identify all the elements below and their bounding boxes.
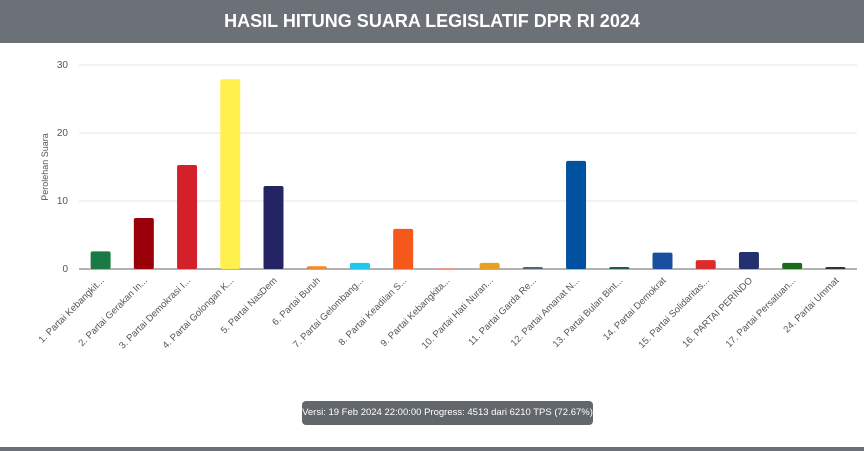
header-title: HASIL HITUNG SUARA LEGISLATIF DPR RI 202… xyxy=(0,0,864,43)
bar xyxy=(349,262,370,269)
y-tick-label: 30 xyxy=(57,60,69,71)
bar xyxy=(436,268,457,269)
x-tick-label: 15. Partai Solidaritas... xyxy=(636,275,711,350)
y-axis-label: Perolehan Suara xyxy=(40,133,50,201)
bottom-bar xyxy=(0,447,864,451)
bar xyxy=(263,186,284,269)
bar xyxy=(133,218,154,269)
bar xyxy=(738,252,759,269)
y-tick-label: 0 xyxy=(62,264,68,275)
bar xyxy=(522,266,543,269)
x-tick-label: 7. Partai Gelombang... xyxy=(291,275,366,350)
x-tick-label: 3. Partai Demokrasi I... xyxy=(117,275,193,351)
bar xyxy=(479,262,500,269)
x-tick-label: 10. Partai Hati Nuran... xyxy=(420,275,496,351)
y-tick-label: 10 xyxy=(57,196,69,207)
y-tick-label: 20 xyxy=(57,128,69,139)
x-tick-label: 4. Partai Golongan K... xyxy=(161,275,237,351)
bar xyxy=(782,262,803,269)
bar xyxy=(825,266,846,269)
bar xyxy=(609,266,630,269)
bar xyxy=(695,260,716,269)
bar xyxy=(652,252,673,269)
bar xyxy=(393,228,414,269)
bar xyxy=(220,79,241,269)
version-badge: Versi: 19 Feb 2024 22:00:00 Progress: 45… xyxy=(302,401,593,425)
bar xyxy=(90,251,111,269)
bar xyxy=(306,266,327,269)
bar xyxy=(177,164,198,269)
bar xyxy=(566,160,587,269)
